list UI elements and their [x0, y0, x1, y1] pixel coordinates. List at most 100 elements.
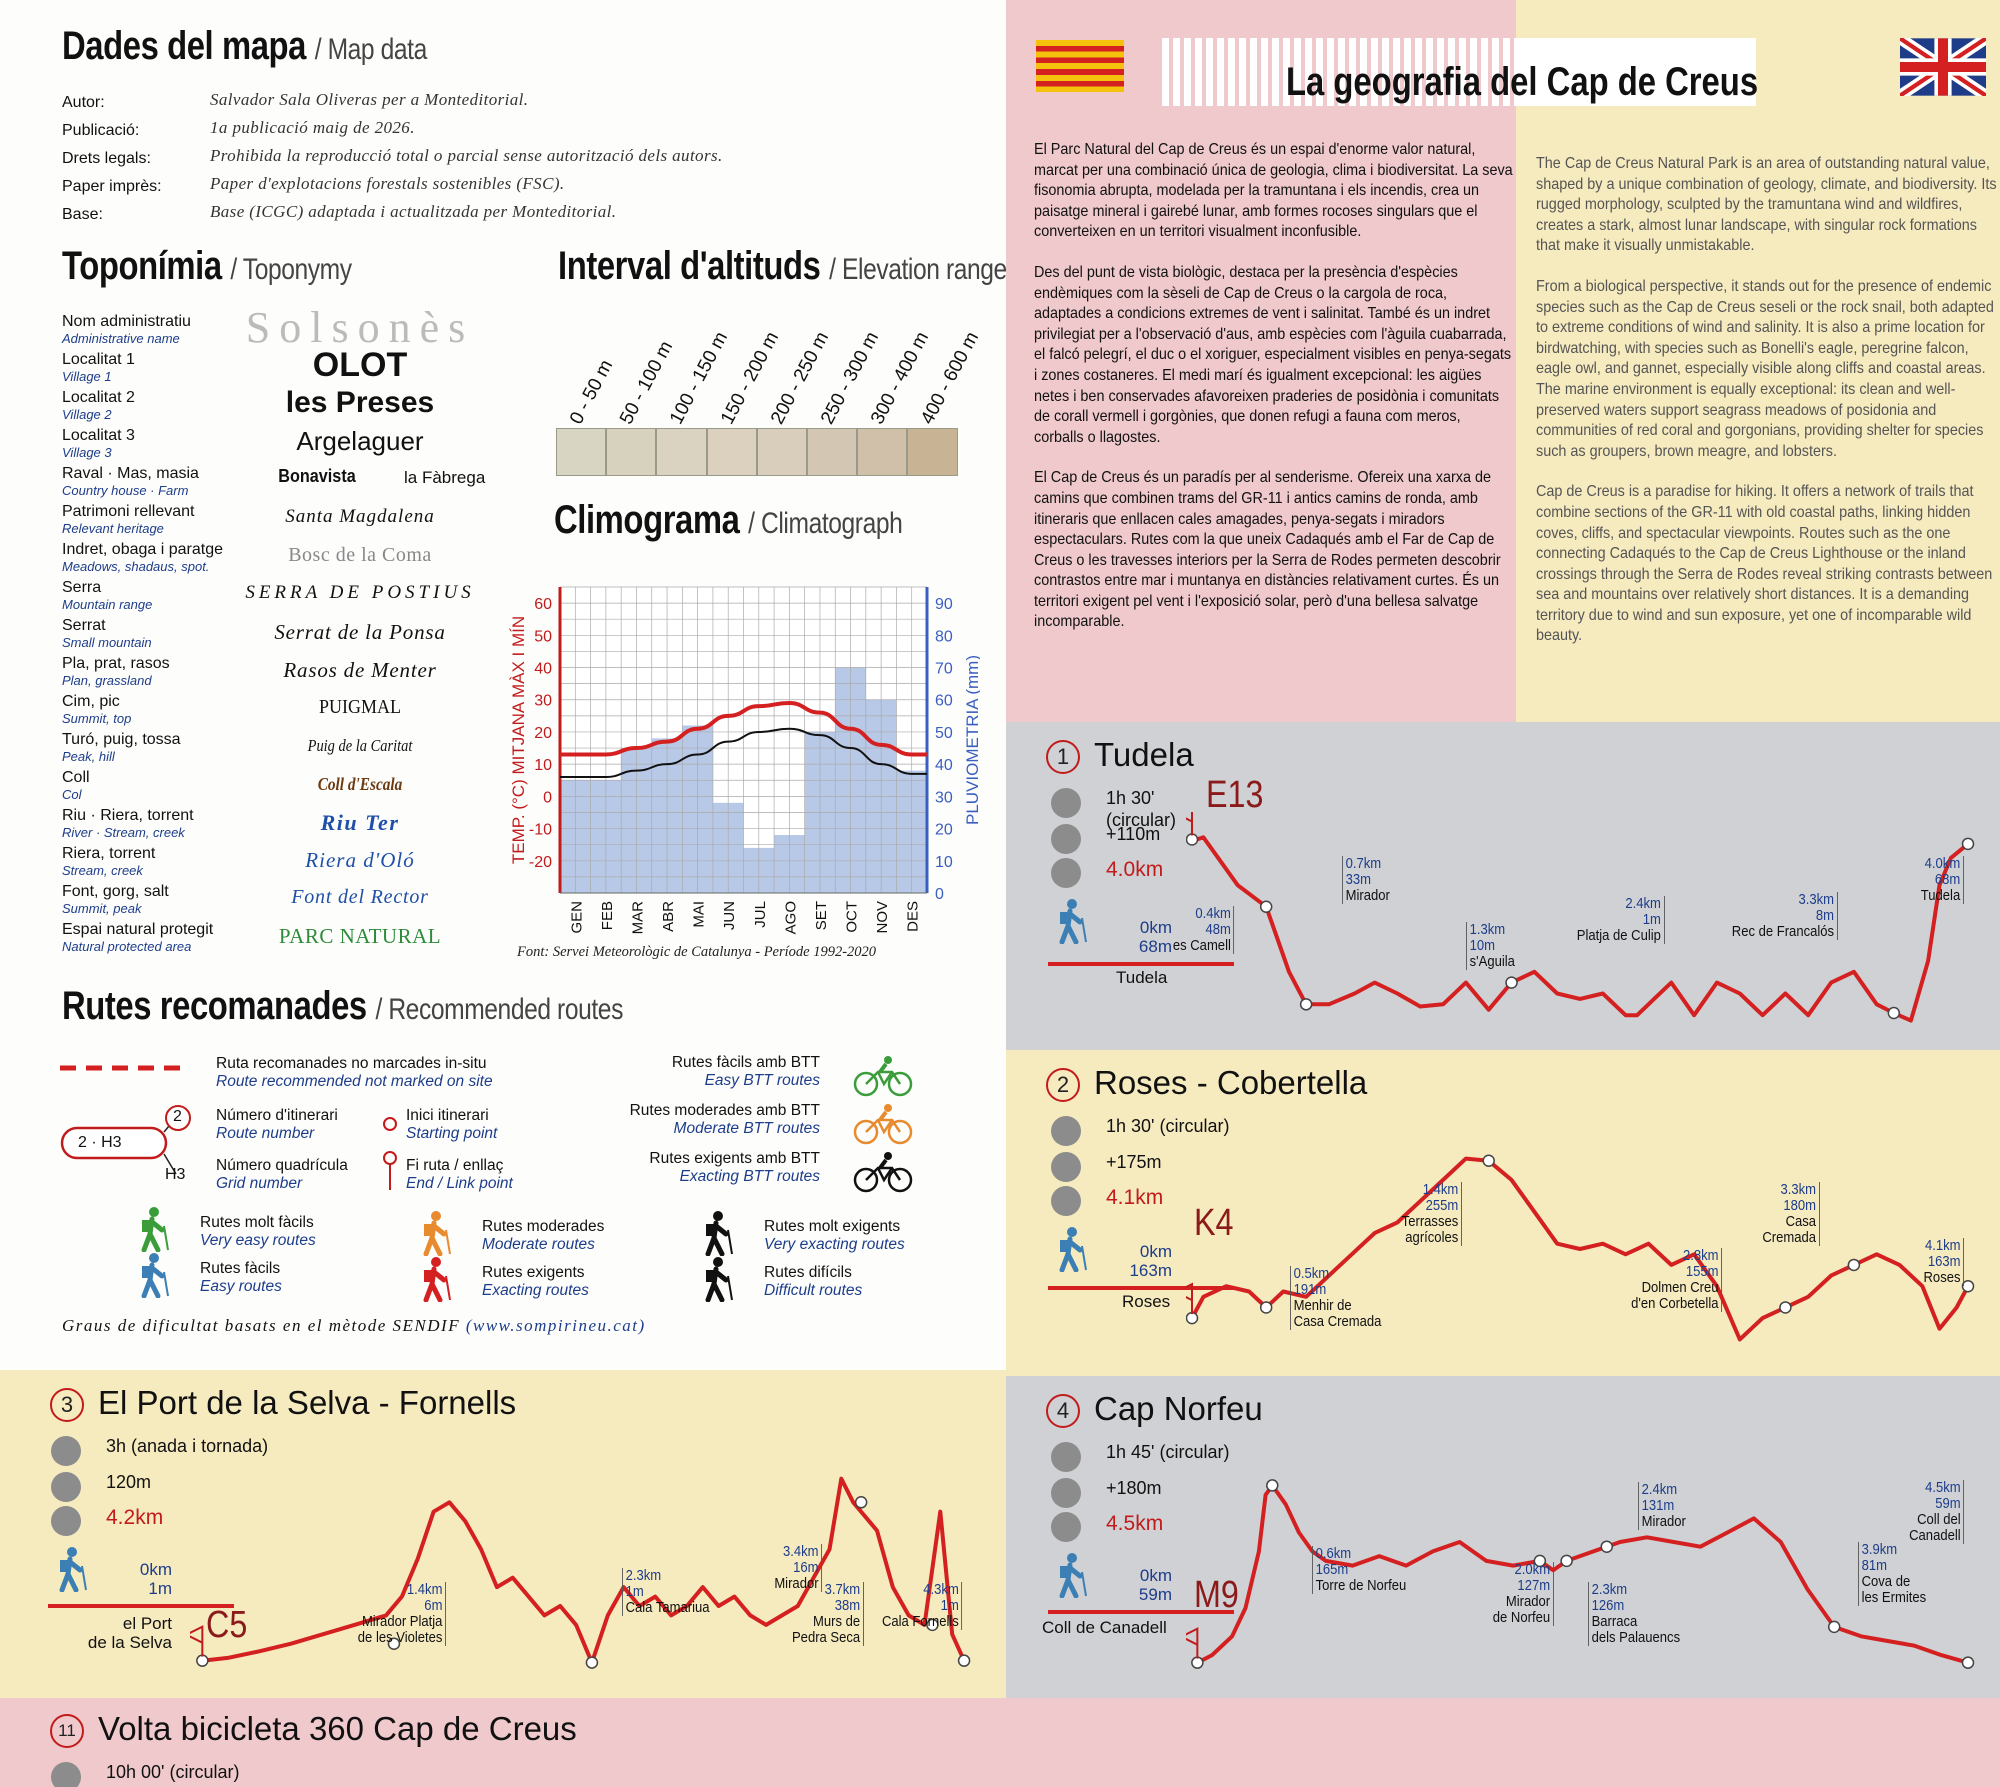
route-time: 1h 45' (circular) [1106, 1442, 1230, 1462]
distance-icon [1051, 1186, 1081, 1216]
distance-icon [1051, 858, 1081, 888]
toponymy-label: Serra [62, 579, 102, 596]
map-data-value: 1a publicació maig de 2026. [210, 118, 415, 137]
toponymy-label-en: Village 2 [62, 407, 112, 422]
waypoint-label: 1.4km 6m Mirador Platja de les Violetes [358, 1582, 446, 1646]
toponymy-example: Bonavista [278, 466, 356, 486]
toponymy-row: Localitat 1 Village 1 [62, 351, 135, 384]
route-grid-code: C5 [206, 1604, 248, 1646]
elevation-swatch [907, 428, 958, 476]
toponymy-example: Font del Rector [291, 886, 429, 908]
toponymy-row: Serra Mountain range [62, 579, 153, 612]
toponymy-label: Cim, pic [62, 693, 120, 710]
y-axis-label: TEMP. (°C) MITJANA MÀX I MÍN [509, 616, 528, 864]
toponymy-row: Nom administratiu Administrative name [62, 314, 191, 346]
toponymy-label: Espai natural protegit [62, 921, 214, 938]
toponymy-label-en: Small mountain [62, 635, 152, 650]
elevation-label: 0 - 50 m [566, 356, 618, 428]
route-distance: 4.5km [1106, 1512, 1164, 1535]
waypoint-marker [1560, 1554, 1573, 1568]
waypoint-marker [1827, 1620, 1841, 1634]
waypoint-marker [1533, 1554, 1547, 1568]
clock-icon [51, 1436, 81, 1466]
profile-line [1195, 835, 1970, 1023]
tmin-line [560, 727, 927, 779]
badge-text: 2 · H3 [78, 1134, 122, 1151]
waypoint-label: 2.8km 155m Dolmen Creu d'en Corbetella [1631, 1248, 1722, 1312]
waypoint-marker [854, 1496, 868, 1509]
geography-title: La geografia del Cap de Creus [1286, 60, 1759, 104]
route-hiker-icon [59, 1547, 87, 1592]
route-name: Cap Norfeu [1094, 1390, 1263, 1427]
climatograph-chart: 60 50 40 30 20 10 0 -10 -20 90 80 70 60 50 40 30 20 10 0 GE… [509, 586, 980, 934]
route-elevation-profile [190, 1476, 971, 1669]
y2-tick: 60 [935, 693, 953, 710]
y2-tick: 90 [935, 596, 953, 613]
toponymy-label: Font, gorg, salt [62, 883, 169, 900]
profile-line [202, 1476, 966, 1665]
toponymy-example: Rasos de Menter [283, 658, 437, 682]
toponymy-label-en: Country house · Farm [62, 483, 189, 498]
start-flag-icon [1186, 812, 1193, 836]
waypoint-label: 0.5km 191m Menhir de Casa Cremada [1290, 1266, 1381, 1330]
waypoint-label: 2.3km 126m Barraca dels Palauencs [1588, 1582, 1680, 1646]
hike-legend-item: Rutes fàcils Easy routes [200, 1260, 282, 1295]
catalan-panel [1006, 0, 1516, 722]
dashed-route-line [60, 1065, 186, 1071]
route-panel-11 [0, 1698, 2000, 1787]
route-distance: 4.1km [1106, 1186, 1164, 1209]
route-grid-code: K4 [1194, 1202, 1234, 1244]
waypoint-marker [196, 1654, 209, 1667]
waypoint-marker [926, 1618, 939, 1632]
x-tick: NOV [874, 901, 891, 934]
waypoint-marker [1505, 976, 1518, 989]
waypoint-label: 3.9km 81m Cova de les Ermites [1858, 1542, 1926, 1606]
y-tick: -20 [529, 854, 552, 871]
toponymy-example: Puig de la Caritat [307, 736, 413, 755]
hike-legend-item: Rutes molt fàcils Very easy routes [200, 1214, 316, 1249]
x-tick: ABR [660, 901, 677, 932]
waypoint-marker [1961, 837, 1975, 851]
bike-icon [853, 1152, 913, 1193]
climate-title: Climograma / Climatograph [554, 498, 903, 542]
x-tick: AGO [782, 901, 799, 934]
route-hiker-icon [1059, 1553, 1087, 1598]
waypoint-label: 2.4km 1m Platja de Culip [1576, 896, 1664, 944]
waypoint-label: 2.4km 131m Mirador [1638, 1482, 1686, 1530]
toponymy-label-en: Mountain range [62, 597, 153, 612]
elevation-swatch [857, 428, 908, 476]
x-tick: JUN [721, 901, 738, 930]
route-panel-4 [1006, 1376, 2000, 1700]
start-flag-icon [190, 1625, 204, 1657]
toponymy-example: Santa Magdalena [285, 506, 435, 527]
waypoint-marker [1847, 1258, 1861, 1272]
route-time: 1h 30' [1106, 788, 1155, 808]
hike-legend-item: Rutes exigents Exacting routes [482, 1264, 589, 1299]
route-start-line [1048, 1610, 1234, 1614]
route-start-km: 0km 59m [1138, 1566, 1172, 1604]
x-tick: OCT [844, 901, 861, 933]
waypoint-label: 4.3km 1m Cala Fornells [882, 1582, 962, 1630]
route-panel-3 [0, 1370, 1006, 1698]
hike-legend-item: Rutes moderades Moderate routes [482, 1218, 605, 1253]
waypoint-label: 4.0km 68m Tudela [1921, 856, 1964, 904]
route-start-km: 0km 1m [139, 1560, 172, 1598]
toponymy-row: Espai natural protegit Natural protected … [62, 921, 214, 954]
dashed-route-legend: Ruta recomanades no marcades in-situ Rout… [216, 1055, 493, 1090]
y-tick: 10 [534, 757, 552, 774]
y2-axis-label: PLUVIOMETRIA (mm) [963, 655, 980, 825]
route-hiker-icon [1059, 899, 1087, 944]
waypoint-marker [1482, 1154, 1495, 1168]
toponymy-row: Turó, puig, tossa Peak, hill [62, 732, 181, 764]
start-flag-icon [1186, 1282, 1193, 1315]
map-data-value: Prohibida la reproducció total o parcial… [210, 146, 723, 165]
route-time: 10h 00' (circular) [106, 1762, 240, 1782]
toponymy-row: Font, gorg, salt Summit, peak [62, 883, 169, 916]
y2-tick: 0 [935, 886, 944, 903]
geography-text-ca: El Parc Natural del Cap de Creus és un e… [1034, 141, 1513, 631]
toponymy-label-en: Meadows, shadaus, spot. [62, 559, 210, 574]
toponymy-example: PUIGMAL [318, 696, 402, 718]
distance-icon [51, 1506, 81, 1536]
toponymy-label: Localitat 1 [62, 351, 135, 368]
waypoint-label: 4.1km 163m Roses [1923, 1238, 1964, 1286]
